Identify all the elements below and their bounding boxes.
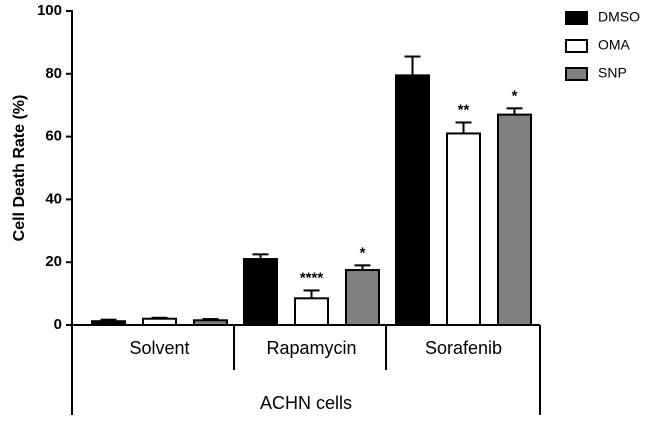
bar: [91, 320, 126, 326]
y-tick-label: 80: [45, 65, 62, 82]
bar: [497, 113, 532, 327]
y-tick-label: 0: [54, 316, 62, 333]
significance-label: ****: [300, 269, 324, 286]
legend-swatch: [565, 39, 588, 53]
y-tick-label: 60: [45, 128, 62, 145]
legend-swatch: [565, 67, 588, 81]
significance-label: **: [458, 101, 470, 118]
legend-label: DMSO: [598, 9, 640, 25]
x-axis-label: ACHN cells: [260, 393, 352, 413]
legend-swatch: [565, 11, 588, 25]
x-tick-label: Rapamycin: [266, 338, 356, 358]
legend-label: SNP: [598, 65, 627, 81]
bar: [243, 258, 278, 326]
bar: [345, 269, 380, 326]
bar: [142, 317, 177, 327]
x-tick-label: Solvent: [129, 338, 189, 358]
legend-label: OMA: [598, 37, 631, 53]
bar: [395, 74, 430, 327]
y-tick-label: 100: [37, 2, 62, 19]
x-tick-label: Sorafenib: [425, 338, 502, 358]
significance-label: *: [512, 87, 518, 104]
bar: [446, 132, 481, 326]
y-axis-label: Cell Death Rate (%): [11, 95, 28, 242]
bar: [294, 297, 329, 326]
y-tick-label: 20: [45, 253, 62, 270]
bar: [193, 319, 228, 327]
y-tick-label: 40: [45, 190, 62, 207]
significance-label: *: [360, 244, 366, 261]
